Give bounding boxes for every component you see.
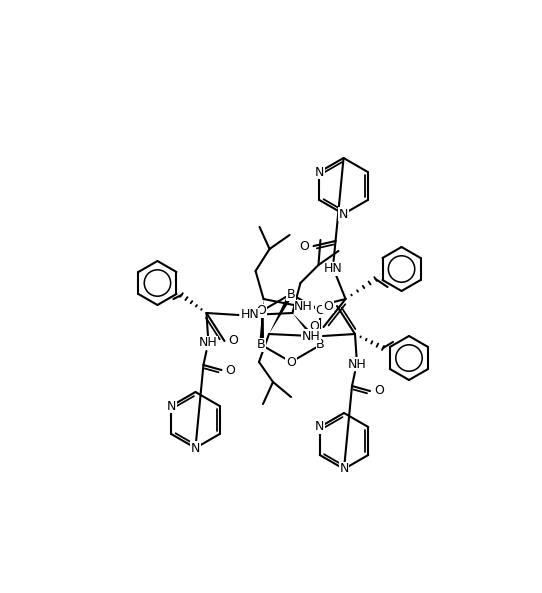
Text: O: O xyxy=(374,384,384,397)
Text: O: O xyxy=(315,304,325,317)
Text: O: O xyxy=(286,355,296,368)
Polygon shape xyxy=(259,299,264,345)
Text: N: N xyxy=(166,400,176,413)
Text: B: B xyxy=(287,288,295,301)
Text: O: O xyxy=(229,334,238,347)
Text: N: N xyxy=(339,463,349,476)
Text: N: N xyxy=(339,208,349,221)
Text: O: O xyxy=(323,299,333,313)
Text: O: O xyxy=(225,364,235,377)
Text: HN: HN xyxy=(324,263,343,276)
Text: N: N xyxy=(191,442,200,454)
Text: NH: NH xyxy=(302,330,320,343)
Text: NH: NH xyxy=(294,301,313,314)
Text: NH: NH xyxy=(347,358,366,371)
Text: O: O xyxy=(300,240,309,253)
Polygon shape xyxy=(293,313,322,347)
Text: B: B xyxy=(257,339,266,352)
Text: N: N xyxy=(315,420,325,433)
Text: O: O xyxy=(256,304,267,317)
Text: N: N xyxy=(314,165,324,178)
Text: B: B xyxy=(316,339,325,352)
Text: NH: NH xyxy=(199,336,218,349)
Text: HN: HN xyxy=(241,308,260,321)
Text: O: O xyxy=(309,320,319,333)
Polygon shape xyxy=(269,293,293,334)
